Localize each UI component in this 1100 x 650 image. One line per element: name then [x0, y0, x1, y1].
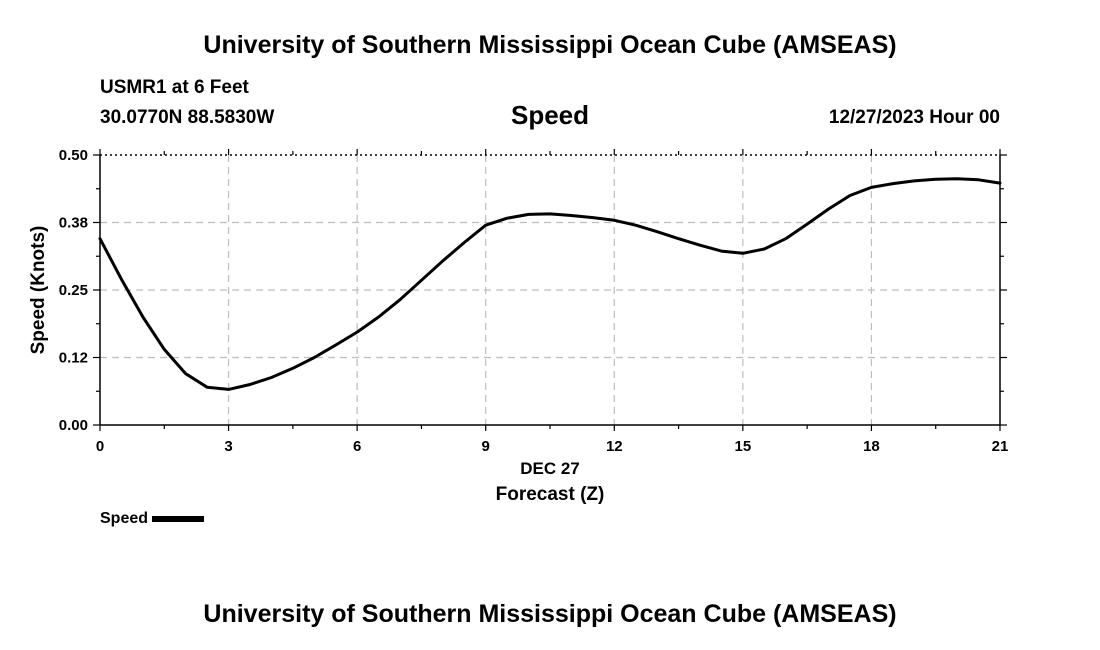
station-coordinates: 30.0770N 88.5830W [100, 107, 275, 128]
speed-chart: 0 3 6 9 12 15 18 21 0.00 0.12 0.25 0.38 0.50 Speed (K… [28, 147, 1009, 505]
x-tick-label: 15 [735, 438, 752, 455]
legend-label: Speed [100, 510, 149, 527]
y-tick-label: 0.25 [59, 282, 88, 299]
x-tick-label: 6 [353, 438, 361, 455]
x-axis-label: Forecast (Z) [496, 484, 605, 505]
x-tick-label: 12 [606, 438, 623, 455]
x-tick-label: 21 [992, 438, 1009, 455]
station-name: USMR1 at 6 Feet [100, 77, 249, 98]
y-tick-label: 0.00 [59, 417, 88, 434]
main-title: University of Southern Mississippi Ocean… [203, 31, 897, 59]
series-line-speed [98, 177, 1002, 391]
forecast-datetime: 12/27/2023 Hour 00 [828, 107, 1000, 128]
legend-line-swatch [152, 516, 205, 522]
x-axis-date-label: DEC 27 [520, 459, 580, 478]
x-tick-label: 0 [96, 438, 104, 455]
legend: Speed [100, 510, 205, 528]
y-tick-label: 0.12 [59, 350, 88, 367]
x-tick-label: 18 [863, 438, 880, 455]
footer-title: University of Southern Mississippi Ocean… [203, 600, 897, 628]
y-tick-label: 0.38 [59, 215, 88, 232]
x-tick-label: 3 [224, 438, 232, 455]
y-tick-label: 0.50 [59, 147, 88, 164]
y-axis-label: Speed (Knots) [28, 226, 49, 355]
x-tick-label: 9 [482, 438, 490, 455]
variable-title: Speed [510, 100, 590, 130]
